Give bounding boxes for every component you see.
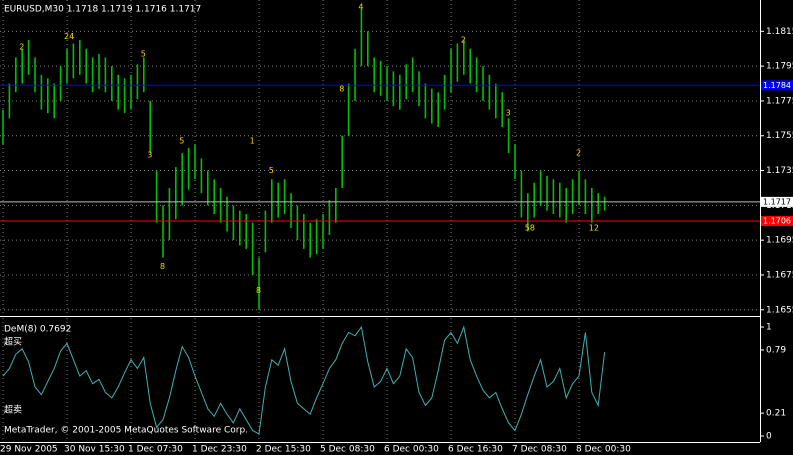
level-box: [761, 196, 793, 207]
indicator-line: [2, 325, 606, 435]
indicator-title: DeM(8) 0.7692: [4, 325, 71, 335]
x-tick-label: 30 Nov 15:30: [64, 445, 125, 455]
copyright: MetaTrader, © 2001-2005 MetaQuotes Softw…: [4, 426, 248, 436]
x-tick-label: 1 Dec 07:30: [128, 445, 183, 455]
annotation: 8: [256, 286, 261, 295]
annotation: 5: [179, 136, 184, 145]
x-tick-label: 5 Dec 08:30: [320, 445, 375, 455]
y-tick-label: 1.1735: [766, 166, 793, 176]
annotation: 8: [339, 84, 344, 93]
x-tick-label: 7 Dec 08:30: [512, 445, 567, 455]
x-tick-label: 8 Dec 00:30: [576, 445, 631, 455]
y-tick-label: 1: [766, 323, 772, 333]
level-box: [761, 216, 793, 227]
annotation: 1: [250, 136, 255, 145]
y-tick-label: 1.1795: [766, 62, 793, 72]
y-tick-label: 1.1755: [766, 131, 793, 141]
y-tick-label: 0.79: [766, 345, 786, 355]
oversold-label: 超卖: [4, 404, 22, 416]
chart-title: EURUSD,M30 1.1718 1.1719 1.1716 1.1717: [4, 5, 201, 15]
y-tick-label: 1.1675: [766, 270, 793, 280]
x-tick-label: 1 Dec 23:30: [192, 445, 247, 455]
y-tick-label: 0: [766, 432, 772, 442]
level-label: 1.1706: [763, 217, 791, 226]
price-panel: 1.18151.17951.17751.17551.17351.17151.16…: [0, 0, 793, 315]
level-label: 1.1784: [763, 81, 791, 90]
annotation: 3: [506, 109, 511, 118]
x-tick-label: 29 Nov 2005: [0, 445, 58, 455]
x-tick-label: 2 Dec 15:30: [256, 445, 311, 455]
annotation: 4: [358, 2, 363, 11]
x-tick-label: 6 Dec 00:30: [384, 445, 439, 455]
level-label: 1.1717: [763, 197, 791, 206]
overbought-label: 超买: [4, 336, 22, 348]
indicator-panel: 1 0.79 0.21 0: [2, 318, 786, 442]
annotation: 8: [160, 262, 165, 271]
annotation: 5: [141, 49, 146, 58]
annotation: 24: [64, 32, 74, 41]
annotation: 2: [461, 36, 466, 45]
y-tick-label: 0.21: [766, 409, 786, 419]
annotation: 2: [576, 149, 581, 158]
y-tick-label: 1.1655: [766, 305, 793, 315]
y-tick-label: 1.1775: [766, 96, 793, 106]
x-tick-label: 6 Dec 16:30: [448, 445, 503, 455]
y-tick-label: 1.1815: [766, 27, 793, 37]
annotation: 12: [589, 223, 599, 232]
annotation: 5: [269, 166, 274, 175]
level-box: [761, 80, 793, 91]
annotation: 58: [525, 223, 535, 232]
annotation: 3: [147, 150, 152, 159]
y-tick-label: 1.1695: [766, 236, 793, 246]
annotation: 2: [19, 42, 24, 51]
